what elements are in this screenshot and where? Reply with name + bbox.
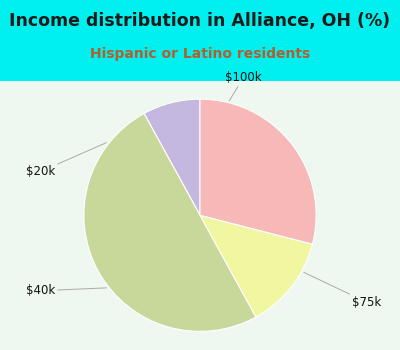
Wedge shape (200, 215, 312, 317)
Text: $40k: $40k (26, 284, 106, 297)
Wedge shape (144, 99, 200, 215)
Text: Income distribution in Alliance, OH (%): Income distribution in Alliance, OH (%) (10, 12, 390, 30)
Text: $75k: $75k (304, 272, 382, 309)
Text: $100k: $100k (225, 71, 262, 100)
Wedge shape (84, 113, 256, 331)
Text: Hispanic or Latino residents: Hispanic or Latino residents (90, 47, 310, 61)
Text: $20k: $20k (26, 143, 106, 178)
Wedge shape (200, 99, 316, 244)
